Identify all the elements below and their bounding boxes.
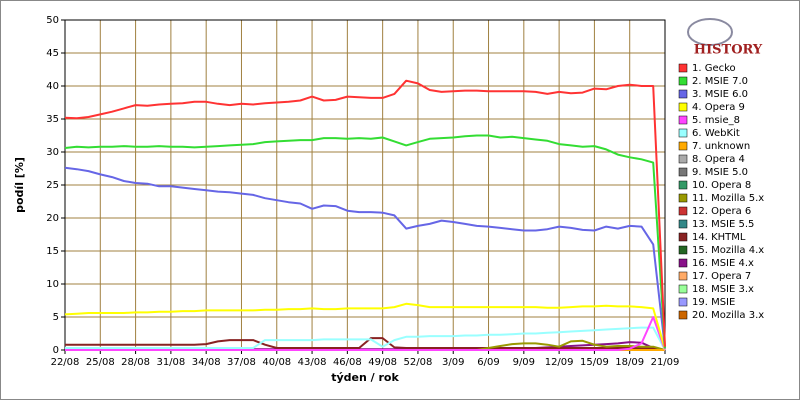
legend-swatch <box>678 141 688 151</box>
x-tick-label: 6/09 <box>477 357 499 368</box>
legend-swatch <box>678 128 688 138</box>
legend-swatch <box>678 180 688 190</box>
legend-label: 5. msie_8 <box>692 115 740 126</box>
x-axis-label: týden / rok <box>331 371 399 384</box>
legend-label: 19. MSIE <box>692 297 735 308</box>
x-tick-label: 43/08 <box>298 357 327 368</box>
x-tick-label: 31/08 <box>156 357 185 368</box>
x-tick-label: 37/08 <box>227 357 256 368</box>
legend-label: 18. MSIE 3.x <box>692 284 754 295</box>
legend-label: 4. Opera 9 <box>692 102 745 113</box>
legend-label: 10. Opera 8 <box>692 180 751 191</box>
x-tick-label: 3/09 <box>442 357 464 368</box>
x-tick-label: 28/08 <box>121 357 150 368</box>
x-tick-label: 22/08 <box>51 357 80 368</box>
x-tick-label: 25/08 <box>86 357 115 368</box>
y-axis-label: podíl [%] <box>13 157 26 213</box>
legend-swatch <box>678 102 688 112</box>
legend-label: 6. WebKit <box>692 128 740 139</box>
logo-text: HISTORY <box>694 43 763 58</box>
series-line <box>64 79 666 347</box>
legend-label: 3. MSIE 6.0 <box>692 89 748 100</box>
legend-swatch <box>678 258 688 268</box>
legend-label: 13. MSIE 5.5 <box>692 219 754 230</box>
y-tick-label: 30 <box>46 147 59 158</box>
y-tick-label: 25 <box>46 180 59 191</box>
y-tick-label: 5 <box>53 312 59 323</box>
y-tick-label: 15 <box>46 246 59 257</box>
legend-swatch <box>678 167 688 177</box>
legend-swatch <box>678 154 688 164</box>
x-tick-label: 46/08 <box>333 357 362 368</box>
y-tick-label: 20 <box>46 213 59 224</box>
series-line <box>65 316 666 351</box>
legend-label: 1. Gecko <box>692 63 736 74</box>
legend-label: 17. Opera 7 <box>692 271 751 282</box>
x-tick-label: 52/08 <box>404 357 433 368</box>
legend-label: 15. Mozilla 4.x <box>692 245 764 256</box>
series-line <box>64 302 666 350</box>
legend-swatch <box>678 206 688 216</box>
legend-swatch <box>678 245 688 255</box>
x-tick-label: 21/09 <box>651 357 680 368</box>
legend-label: 9. MSIE 5.0 <box>692 167 748 178</box>
legend-swatch <box>678 284 688 294</box>
x-tick-label: 34/08 <box>192 357 221 368</box>
series-line <box>64 166 666 349</box>
legend-swatch <box>678 115 688 125</box>
y-tick-label: 45 <box>46 48 59 59</box>
legend-label: 14. KHTML <box>692 232 746 243</box>
x-tick-label: 9/09 <box>513 357 535 368</box>
legend-label: 16. MSIE 4.x <box>692 258 754 269</box>
legend-swatch <box>678 310 688 320</box>
legend-label: 20. Mozilla 3.x <box>692 310 764 321</box>
series-line <box>64 134 666 349</box>
x-tick-label: 40/08 <box>262 357 291 368</box>
series-line <box>65 337 666 351</box>
legend-swatch <box>678 232 688 242</box>
legend-swatch <box>678 219 688 229</box>
y-tick-label: 0 <box>53 345 59 356</box>
legend-swatch <box>678 76 688 86</box>
legend-label: 8. Opera 4 <box>692 154 745 165</box>
legend-swatch <box>678 271 688 281</box>
y-tick-label: 50 <box>46 15 59 26</box>
legend-label: 12. Opera 6 <box>692 206 751 217</box>
legend-label: 11. Mozilla 5.x <box>692 193 764 204</box>
legend-swatch <box>678 89 688 99</box>
logo-mark <box>687 18 733 46</box>
legend-label: 7. unknown <box>692 141 750 152</box>
x-tick-label: 12/09 <box>545 357 574 368</box>
y-tick-label: 35 <box>46 114 59 125</box>
legend-swatch <box>678 297 688 307</box>
series-line <box>65 326 666 351</box>
legend-swatch <box>678 63 688 73</box>
y-tick-label: 10 <box>46 279 59 290</box>
legend-label: 2. MSIE 7.0 <box>692 76 748 87</box>
x-tick-label: 18/09 <box>615 357 644 368</box>
x-tick-label: 15/09 <box>580 357 609 368</box>
legend-swatch <box>678 193 688 203</box>
x-tick-label: 49/08 <box>368 357 397 368</box>
y-tick-label: 40 <box>46 81 59 92</box>
